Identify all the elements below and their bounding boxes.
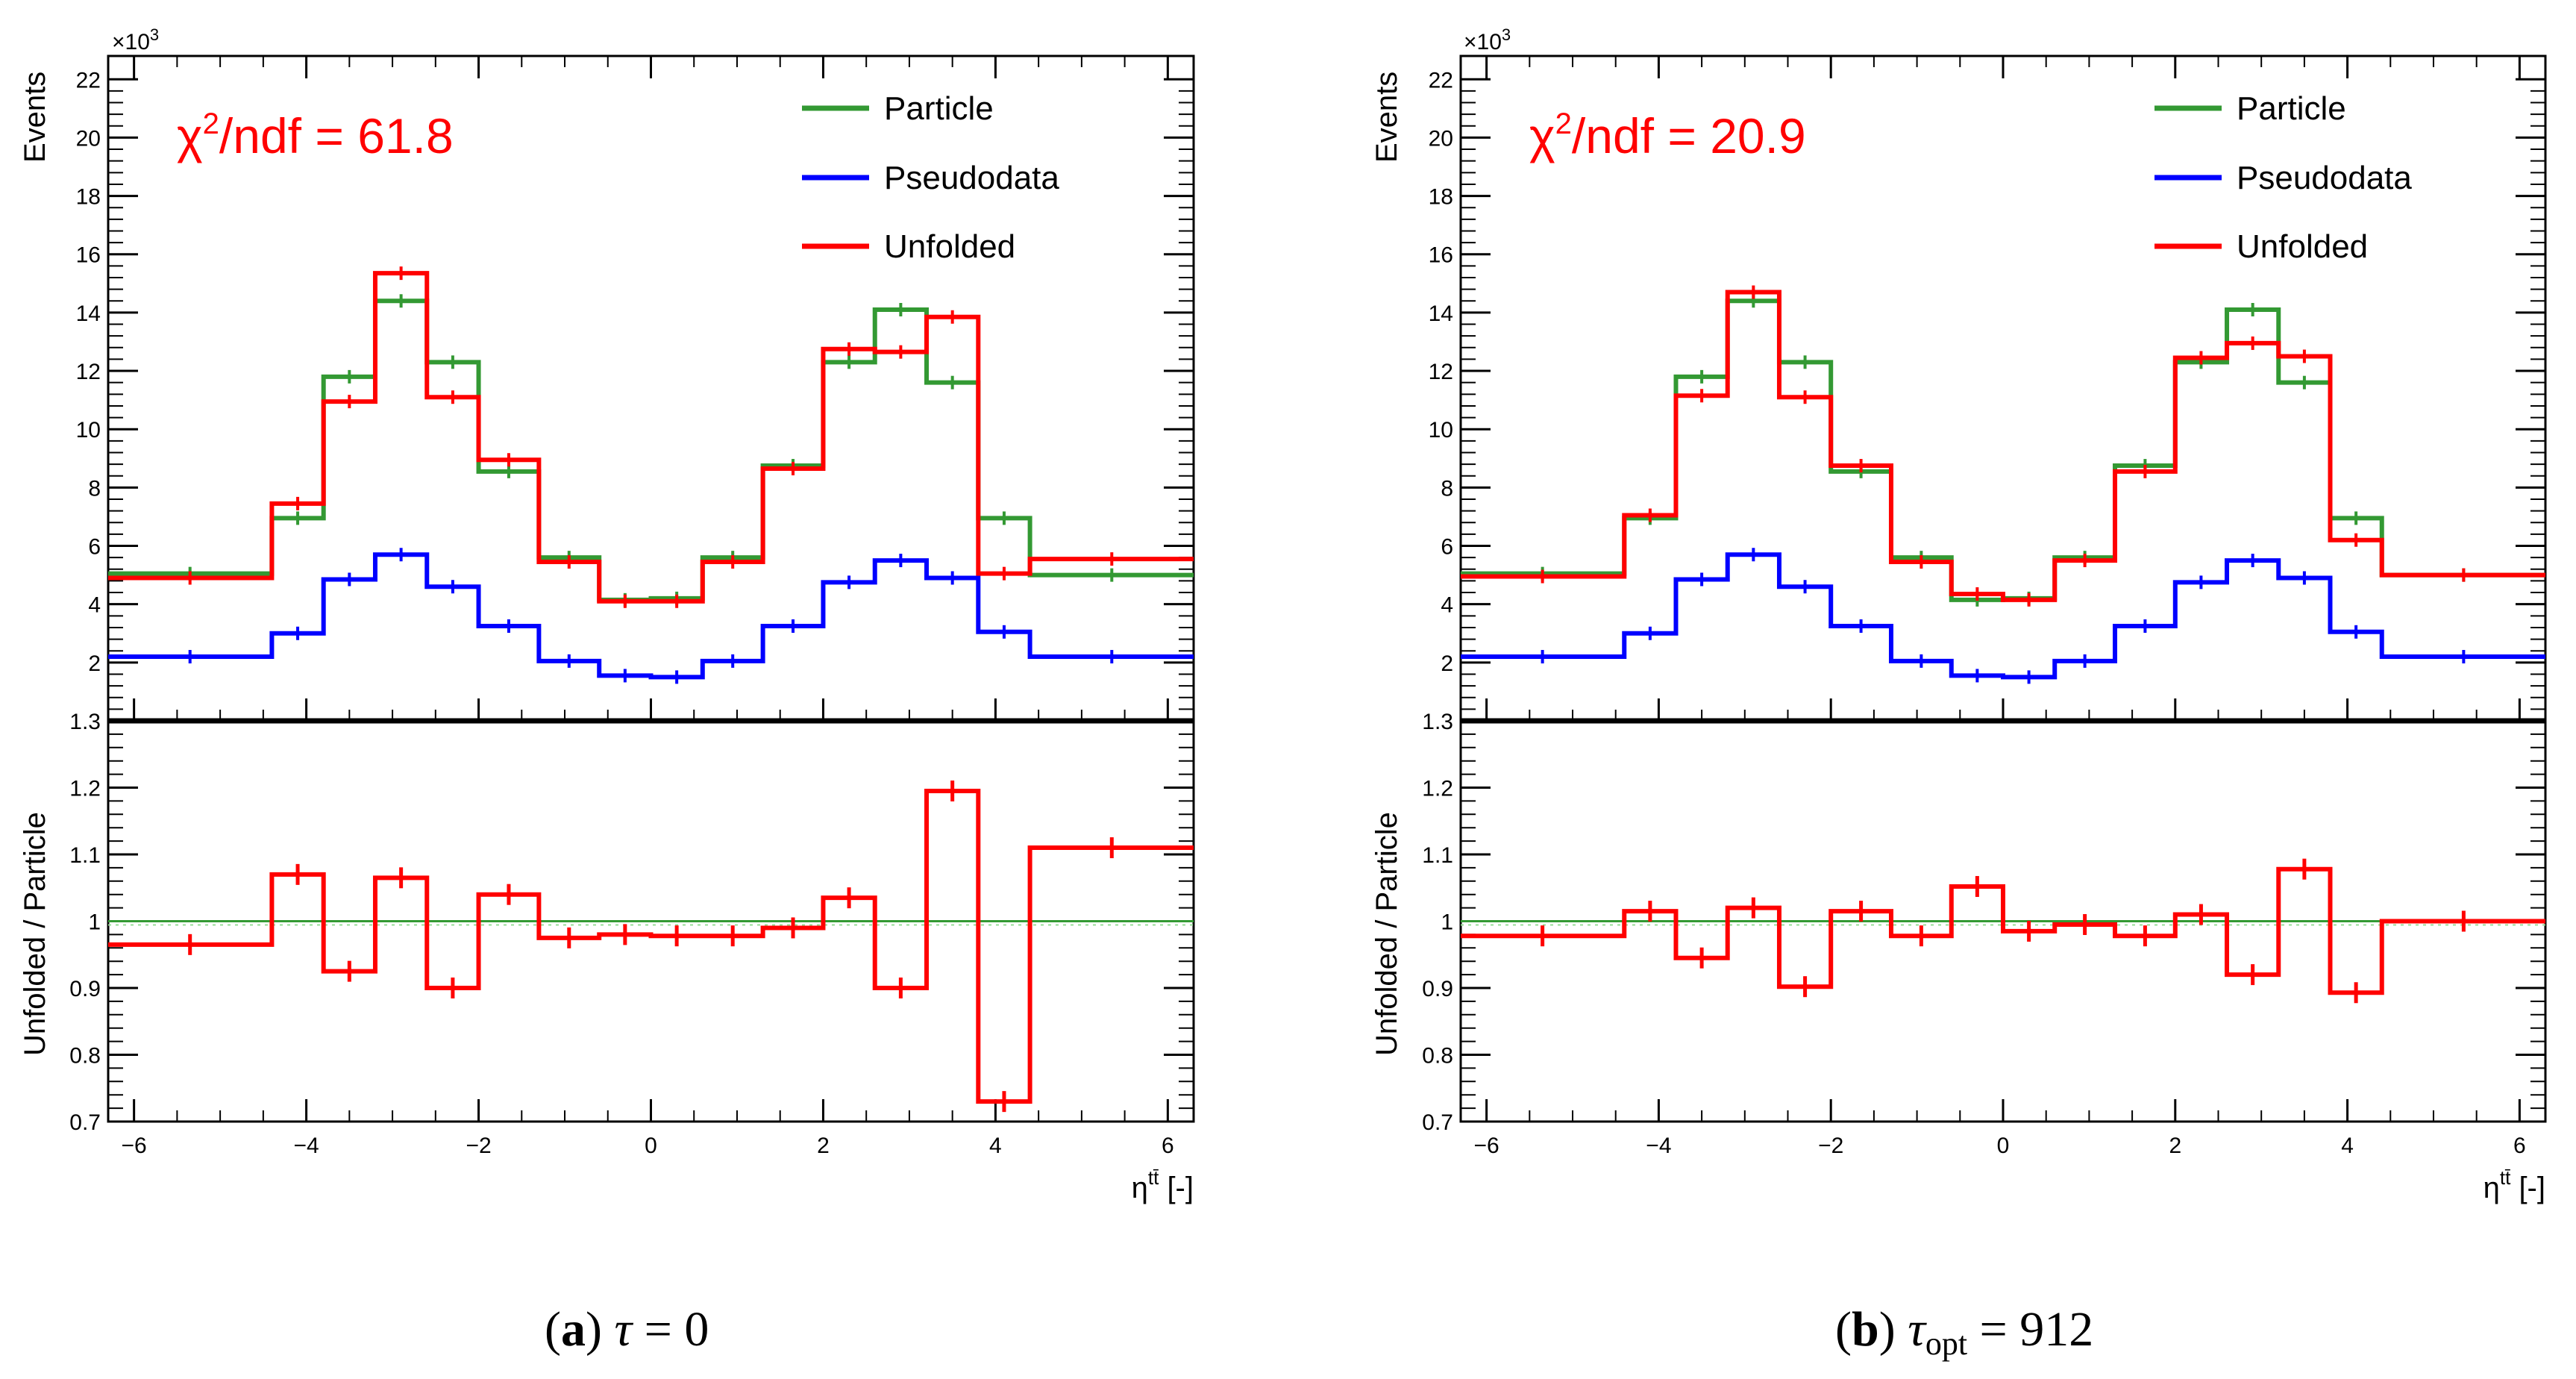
top-ytick-label-b: 14 — [1429, 301, 1453, 326]
top-ytick-label-a: 10 — [76, 418, 101, 443]
histogram-pseudodata-b — [1461, 552, 2545, 680]
histogram-pseudodata-a — [108, 552, 1194, 680]
xtick-label-a: 6 — [1162, 1133, 1174, 1158]
xtick-label-a: −4 — [293, 1133, 319, 1158]
legend-label-pseudodata-b: Pseudodata — [2237, 160, 2412, 196]
ratio-histogram-unfolded-a — [108, 788, 1194, 1104]
top-ytick-label-a: 12 — [76, 360, 101, 384]
ratio-ytick-label-a: 1.3 — [69, 710, 101, 734]
top-ytick-label-b: 18 — [1429, 185, 1453, 210]
top-ytick-label-a: 16 — [76, 243, 101, 268]
chi2-label-a: χ2/ndf = 61.8 — [177, 107, 454, 163]
top-ytick-label-a: 4 — [88, 593, 101, 618]
top-ytick-label-b: 8 — [1441, 476, 1453, 501]
legend-label-unfolded-a: Unfolded — [884, 228, 1015, 265]
chi2-label-b: χ2/ndf = 20.9 — [1529, 107, 1806, 163]
xtick-label-b: 4 — [2341, 1133, 2354, 1158]
top-ytick-label-b: 16 — [1429, 243, 1453, 268]
histogram-unfolded-b — [1461, 290, 2545, 602]
xtick-label-a: 4 — [989, 1133, 1002, 1158]
xlabel-a: ηtt̄ [-] — [1132, 1166, 1194, 1204]
xtick-label-b: 0 — [1997, 1133, 2010, 1158]
ratio-histogram-b — [1461, 858, 2545, 1004]
xtick-label-a: 0 — [645, 1133, 657, 1158]
ratio-ytick-label-a: 1.2 — [69, 777, 101, 801]
caption-a: (a) τ = 0 — [545, 1302, 709, 1357]
top-ytick-label-a: 22 — [76, 68, 101, 93]
ratio-ytick-label-b: 1.1 — [1422, 843, 1453, 868]
top-plot-frame-a: 2468101214161820220.70.80.911.11.21.3−6−… — [69, 54, 1195, 1158]
top-ytick-label-b: 6 — [1441, 535, 1453, 560]
y-exponent-label-b: ×103 — [1464, 25, 1511, 54]
legend-label-unfolded-b: Unfolded — [2237, 228, 2368, 265]
y-exponent-label-a: ×103 — [112, 25, 159, 54]
top-ytick-label-a: 2 — [88, 651, 101, 676]
xtick-label-b: −4 — [1646, 1133, 1671, 1158]
ratio-ytick-label-b: 1.3 — [1422, 710, 1453, 734]
ratio-ylabel-a: Unfolded / Particle — [19, 812, 51, 1056]
ratio-histogram-a — [108, 780, 1194, 1113]
xtick-label-b: 2 — [2169, 1133, 2181, 1158]
top-ylabel-a: Events — [19, 72, 51, 163]
top-ytick-label-b: 10 — [1429, 418, 1453, 443]
top-ytick-label-b: 2 — [1441, 651, 1453, 676]
ratio-ytick-label-b: 1 — [1441, 910, 1453, 935]
ratio-ytick-label-a: 0.7 — [69, 1110, 101, 1135]
top-ytick-label-a: 14 — [76, 301, 101, 326]
xlabel-b: ηtt̄ [-] — [2483, 1166, 2545, 1204]
xtick-label-b: −2 — [1818, 1133, 1843, 1158]
top-histograms-b — [1461, 285, 2545, 684]
top-ytick-label-a: 18 — [76, 185, 101, 210]
top-ytick-label-a: 8 — [88, 476, 101, 501]
panel-b: 2468101214161820220.70.80.911.11.21.3−6−… — [1370, 25, 2547, 1362]
ratio-histogram-unfolded-b — [1461, 866, 2545, 995]
legend-label-particle-b: Particle — [2237, 90, 2346, 127]
caption-b: (b) τopt = 912 — [1835, 1302, 2093, 1362]
ratio-ytick-label-a: 1 — [88, 910, 101, 935]
legend-label-particle-a: Particle — [884, 90, 994, 127]
top-ylabel-b: Events — [1370, 72, 1403, 163]
ratio-ylabel-b: Unfolded / Particle — [1370, 812, 1403, 1056]
top-histograms-a — [108, 266, 1194, 684]
legend-b: Particle Pseudodata Unfolded — [2154, 90, 2412, 265]
legend-label-pseudodata-a: Pseudodata — [884, 160, 1059, 196]
ratio-ytick-label-b: 0.7 — [1422, 1110, 1453, 1135]
ratio-ytick-label-b: 1.2 — [1422, 777, 1453, 801]
xtick-label-a: −6 — [122, 1133, 147, 1158]
top-ytick-label-b: 20 — [1429, 126, 1453, 151]
xtick-label-a: 2 — [817, 1133, 830, 1158]
top-ytick-label-a: 6 — [88, 535, 101, 560]
ratio-ytick-label-a: 0.9 — [69, 977, 101, 1001]
ratio-ytick-label-b: 0.8 — [1422, 1044, 1453, 1069]
histogram-unfolded-a — [108, 271, 1194, 604]
xtick-label-b: 6 — [2513, 1133, 2526, 1158]
ratio-ytick-label-a: 1.1 — [69, 843, 101, 868]
ratio-ytick-label-b: 0.9 — [1422, 977, 1453, 1001]
panel-a: 2468101214161820220.70.80.911.11.21.3−6−… — [19, 25, 1195, 1357]
xtick-label-b: −6 — [1474, 1133, 1499, 1158]
xtick-label-a: −2 — [466, 1133, 491, 1158]
top-ytick-label-b: 22 — [1429, 68, 1453, 93]
top-ytick-label-b: 4 — [1441, 593, 1453, 618]
top-ytick-label-a: 20 — [76, 126, 101, 151]
ratio-ytick-label-a: 0.8 — [69, 1044, 101, 1069]
legend-a: Particle Pseudodata Unfolded — [802, 90, 1059, 265]
top-ytick-label-b: 12 — [1429, 360, 1453, 384]
